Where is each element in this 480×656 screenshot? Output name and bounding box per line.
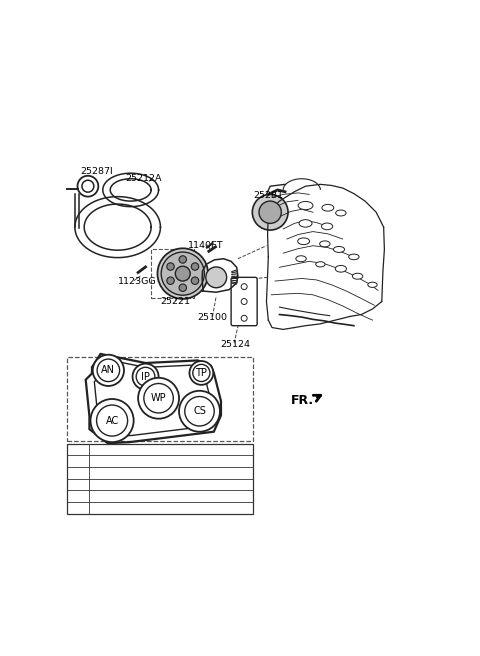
Text: 25281: 25281 (253, 191, 283, 200)
Ellipse shape (352, 274, 363, 279)
Circle shape (259, 201, 281, 224)
Ellipse shape (298, 238, 310, 245)
Ellipse shape (335, 266, 347, 272)
Text: AN: AN (72, 445, 84, 454)
Text: TP: TP (195, 368, 207, 378)
Text: 25212A: 25212A (125, 174, 162, 183)
Text: TP: TP (73, 480, 84, 489)
Ellipse shape (334, 247, 345, 253)
Circle shape (132, 363, 158, 390)
Text: 25221: 25221 (160, 297, 191, 306)
Circle shape (157, 249, 208, 299)
Text: IDLER PULLEY: IDLER PULLEY (93, 468, 155, 478)
Text: WP: WP (71, 491, 85, 501)
Circle shape (192, 263, 199, 270)
Circle shape (192, 277, 199, 285)
Text: AIR CON COMPRESSOR: AIR CON COMPRESSOR (93, 457, 196, 466)
Text: 1123GG: 1123GG (118, 277, 156, 285)
Text: ALTERNATOR: ALTERNATOR (93, 445, 151, 454)
Ellipse shape (296, 256, 306, 262)
Circle shape (179, 284, 186, 291)
Ellipse shape (322, 205, 334, 211)
Ellipse shape (320, 241, 330, 247)
Ellipse shape (336, 210, 346, 216)
Text: CS: CS (193, 406, 206, 417)
Circle shape (193, 364, 210, 382)
Circle shape (175, 266, 190, 281)
Text: IP: IP (141, 372, 150, 382)
Circle shape (144, 384, 173, 413)
Ellipse shape (322, 223, 333, 230)
Text: IP: IP (74, 468, 82, 478)
Text: FR.: FR. (290, 394, 314, 407)
Circle shape (93, 355, 124, 386)
Text: AC: AC (72, 457, 84, 466)
Bar (67, 443, 253, 514)
Circle shape (138, 378, 179, 419)
Ellipse shape (298, 201, 313, 210)
Circle shape (96, 405, 128, 436)
Text: WP: WP (151, 393, 167, 403)
Ellipse shape (368, 282, 377, 287)
Circle shape (167, 277, 174, 285)
Circle shape (185, 396, 214, 426)
Text: 1140ET: 1140ET (188, 241, 224, 250)
Circle shape (136, 367, 155, 386)
Text: 25124: 25124 (220, 340, 250, 349)
Text: 25100: 25100 (198, 313, 228, 321)
Circle shape (190, 361, 213, 385)
Circle shape (179, 256, 186, 263)
Circle shape (179, 391, 220, 432)
Ellipse shape (299, 220, 312, 227)
Circle shape (206, 267, 227, 288)
Text: AN: AN (101, 365, 115, 375)
Text: TENSIONER PULLEY: TENSIONER PULLEY (93, 480, 180, 489)
Text: AC: AC (106, 415, 119, 426)
Ellipse shape (348, 254, 359, 260)
Circle shape (167, 263, 174, 270)
Text: WATER PUMP: WATER PUMP (93, 491, 152, 501)
Text: CRANKSHAFT: CRANKSHAFT (93, 503, 153, 512)
FancyBboxPatch shape (231, 277, 257, 325)
Text: CS: CS (72, 503, 84, 512)
Circle shape (241, 298, 247, 304)
Text: 25287I: 25287I (81, 167, 113, 176)
Circle shape (161, 252, 204, 295)
Circle shape (91, 399, 133, 442)
Circle shape (252, 194, 288, 230)
Circle shape (241, 316, 247, 321)
Circle shape (82, 180, 94, 192)
Circle shape (97, 359, 120, 382)
Bar (67, 358, 253, 441)
Circle shape (77, 176, 98, 197)
Circle shape (241, 283, 247, 289)
Ellipse shape (316, 262, 325, 267)
